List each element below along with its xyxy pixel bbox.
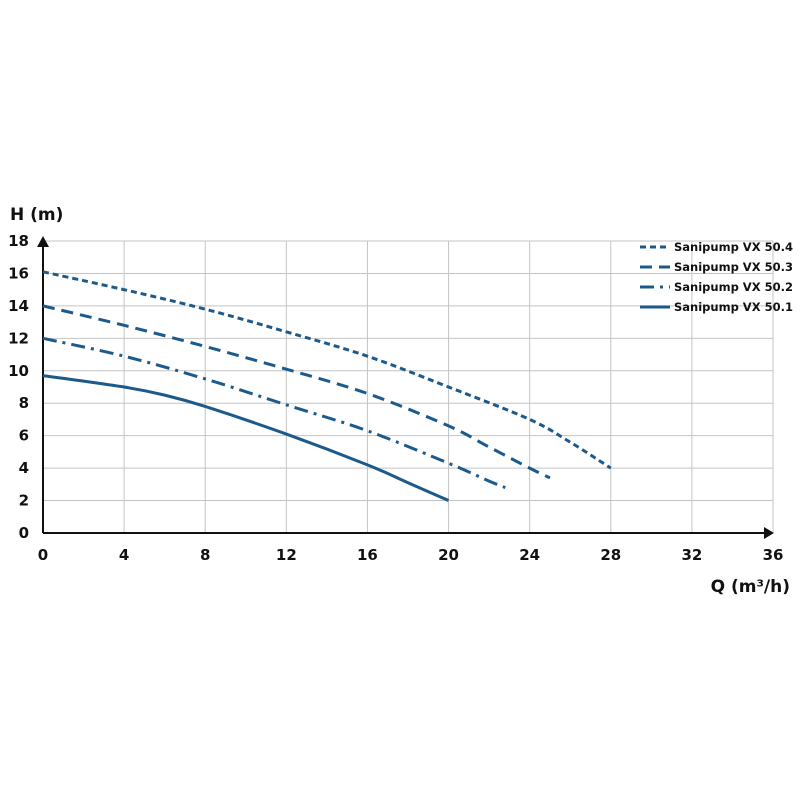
- legend-label: Sanipump VX 50.3: [674, 260, 793, 274]
- x-tick-label: 32: [681, 546, 702, 564]
- x-tick-label: 16: [357, 546, 378, 564]
- series-lines: [42, 270, 612, 502]
- y-tick-label: 18: [8, 232, 29, 250]
- series-line: [42, 374, 450, 502]
- y-tick-labels: 0 2 4 6 8 10 12 14 16 18: [8, 232, 29, 542]
- y-tick-label: 0: [19, 524, 29, 542]
- axes: [37, 236, 774, 539]
- y-tick-label: 14: [8, 297, 29, 315]
- y-tick-label: 10: [8, 362, 29, 380]
- x-tick-label: 12: [276, 546, 297, 564]
- y-tick-label: 4: [19, 459, 29, 477]
- series-line: [42, 270, 612, 470]
- x-tick-label: 20: [438, 546, 459, 564]
- y-axis-arrow: [37, 236, 49, 247]
- legend-label: Sanipump VX 50.4: [674, 240, 793, 254]
- y-axis-title: H (m): [10, 205, 63, 225]
- x-tick-labels: 0 4 8 12 16 20 24 28 32 36: [38, 546, 784, 564]
- legend: Sanipump VX 50.4 Sanipump VX 50.3 Sanipump…: [640, 240, 793, 314]
- y-tick-label: 6: [19, 427, 29, 445]
- y-tick-label: 12: [8, 329, 29, 347]
- x-axis-title: Q (m³/h): [711, 577, 790, 597]
- x-axis-arrow: [764, 527, 774, 539]
- x-tick-label: 36: [763, 546, 784, 564]
- x-tick-label: 24: [519, 546, 540, 564]
- x-tick-label: 4: [119, 546, 129, 564]
- legend-label: Sanipump VX 50.1: [674, 300, 793, 314]
- y-tick-label: 16: [8, 264, 29, 282]
- y-tick-label: 8: [19, 394, 29, 412]
- x-tick-label: 28: [600, 546, 621, 564]
- series-line: [42, 304, 551, 480]
- grid: [43, 240, 774, 533]
- y-tick-label: 2: [19, 492, 29, 510]
- legend-label: Sanipump VX 50.2: [674, 280, 793, 294]
- x-tick-label: 8: [200, 546, 210, 564]
- series-line: [42, 336, 506, 489]
- x-tick-label: 0: [38, 546, 48, 564]
